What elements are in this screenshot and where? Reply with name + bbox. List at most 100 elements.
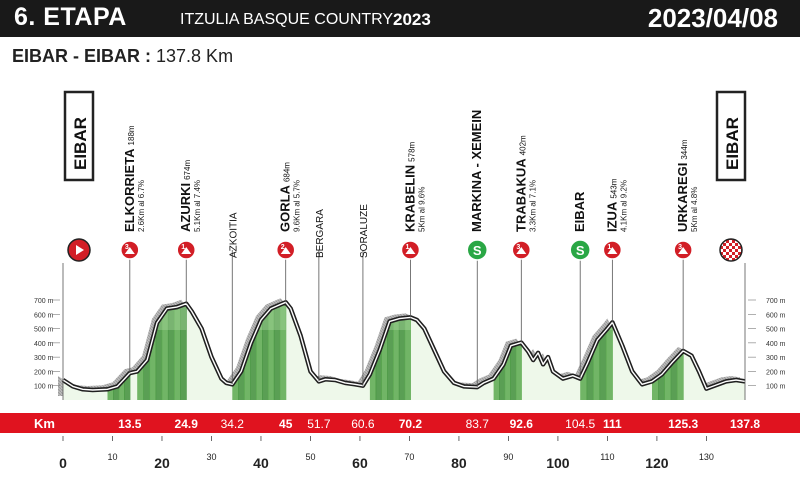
climb-segment [167,306,175,400]
sprint-icon [466,239,488,261]
point-name: AZURKI [178,183,193,232]
x-tick-label: 110 [600,452,614,462]
climb-segment [586,349,594,400]
climb-segment [113,384,120,400]
finish-flag-icon [719,238,743,262]
point-elevation: 402m [518,135,527,155]
climb-detail: 5Km al 4.8% [690,187,699,232]
mountain-icon [280,247,291,254]
y-tick-label: 300 m [34,355,54,362]
kom-category: 3 [516,244,520,251]
y-tick-label: 600 m [34,312,54,319]
point-label: EIBAR [572,191,587,232]
climb-segment [515,341,522,400]
km-marker-label: 70.2 [399,417,423,431]
kom-category: 3 [125,244,129,251]
point-label: ELKORRIETA 188m [122,125,137,232]
climb-segment [155,315,163,400]
y-tick-label: 400 m [766,341,786,348]
point-name: BERGARA [315,209,326,258]
climb-highlight [493,302,522,330]
start-name-box [63,90,95,182]
climb-segment [599,329,607,400]
y-tick-label: 100 m [766,384,786,391]
climb-segment [381,327,388,400]
mountain-icon [124,247,135,254]
kom-category: 1 [405,244,409,251]
point-elevation: 684m [283,162,292,182]
km-marker-label: 104.5 [565,417,595,431]
climb-segment [493,369,500,400]
climb-highlight [107,302,130,330]
y-tick-label: 700 m [34,298,54,305]
climb-segment [244,344,251,400]
y-tick-label: 300 m [766,355,786,362]
point-name: IZUA [604,201,619,232]
x-tick-label: 30 [206,452,216,462]
point-label: KRABELIN 578m [402,141,417,232]
climb-segment [232,374,239,400]
km-marker-label: 83.7 [466,417,490,431]
climb-segment [652,375,659,400]
point-elevation: 188m [127,125,136,145]
climb-segment [398,317,406,400]
climb-segment [107,386,114,400]
x-tick-label: 100 [546,455,570,471]
km-unit-label: Km [34,416,55,431]
y-tick-label: 100 m [34,384,54,391]
climb-segment [143,350,151,400]
climb-segment [279,302,287,400]
point-name: SORALUZE [359,204,370,258]
km-marker-label: 24.9 [175,417,199,431]
climb-segment [174,304,181,400]
point-name: AZKOITIA [228,212,239,258]
km-marker-label: 45 [279,417,293,431]
point-name: URKAREGI [675,163,690,232]
route-name: EIBAR - EIBAR : [12,46,151,66]
y-tick-label: 700 m [766,298,786,305]
climb-segment [510,343,517,400]
kom-category: 2 [281,244,285,251]
climb-highlight [651,302,684,330]
climb-segment [267,306,275,400]
km-marker-label: 13.5 [118,417,142,431]
point-label: SORALUZE [359,204,370,258]
x-tick-label: 70 [404,452,414,462]
point-label: BERGARA [315,209,326,258]
km-marker-label: 60.6 [351,417,375,431]
mountain-icon [181,247,192,254]
point-name: EIBAR [572,191,587,232]
point-name: MARKINA - XEMEIN [469,110,484,232]
race-year: 2023 [393,10,431,29]
x-tick-label: 130 [699,452,714,462]
x-tick-label: 50 [305,452,315,462]
x-tick-label: 0 [59,455,67,471]
stage-title: 6. ETAPA [14,3,127,31]
point-label: URKAREGI 344m [675,139,690,232]
mountain-icon [405,247,416,254]
climb-segment [504,346,511,400]
point-name: KRABELIN [402,165,417,232]
climb-segment [387,319,394,400]
kom-category: 3 [678,244,682,251]
climb-segment [375,344,382,400]
km-marker-label: 92.6 [510,417,534,431]
point-name: TRABAKUA [513,158,528,232]
climb-segment [250,330,257,400]
climb-detail: 5.1Km al 7.4% [193,180,202,232]
climb-segment [262,311,269,400]
climb-segment [149,327,157,400]
race-date: 2023/04/08 [647,3,778,33]
mountain-icon [607,247,618,254]
route-distance: 137.8 Km [156,46,234,66]
y-tick-label: 400 m [34,341,54,348]
y-tick-label: 600 m [766,312,786,319]
x-tick-label: 10 [107,452,117,462]
x-tick-label: 80 [451,455,467,471]
km-marker-label: 137.8 [730,417,760,431]
point-elevation: 344m [680,139,689,159]
y-tick-label: 200 m [766,369,786,376]
climb-segment [670,356,678,400]
mountain-icon [678,247,689,254]
